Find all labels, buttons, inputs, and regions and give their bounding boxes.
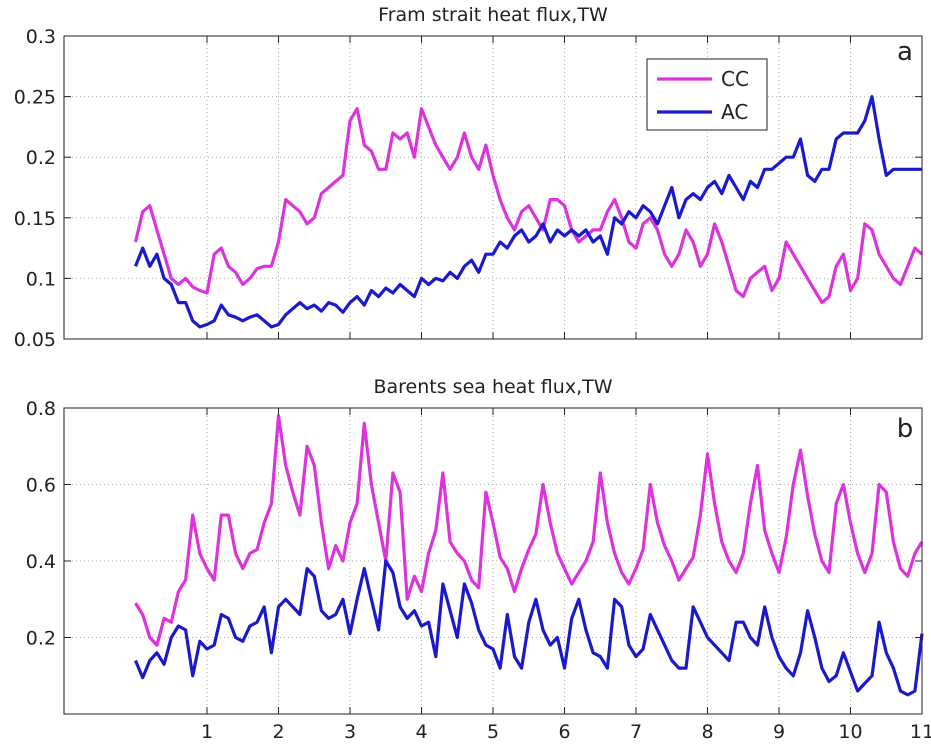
x-tick-label: 3 (344, 721, 356, 743)
y-tick-label: 0.2 (26, 628, 56, 650)
series-line-cc (134, 414, 924, 647)
x-tick-label: 11 (910, 721, 931, 743)
x-tick-label: 2 (272, 721, 284, 743)
legend-label-cc: CC (721, 67, 749, 91)
x-tick-label: 5 (487, 721, 499, 743)
x-tick-label: 9 (773, 721, 785, 743)
y-tick-label: 0.3 (26, 26, 56, 48)
x-tick-label: 4 (415, 721, 427, 743)
series-line-ac (134, 94, 922, 329)
panel-a: 0.05 0.1 0.15 0.2 0.25 0.3 Fram strait heat fl… (14, 4, 924, 351)
series-line-cc (133, 107, 924, 305)
x-tick-label: 6 (558, 721, 570, 743)
legend-box (646, 58, 768, 131)
y-tick-label: 0.15 (14, 208, 56, 230)
x-tick-label: 8 (701, 721, 713, 743)
panel-b: 1 2 3 4 5 6 7 8 9 10 11 0.2 0.4 0.6 0.8 Barents sea hea… (26, 376, 931, 743)
chart-title: Fram strait heat flux,TW (378, 4, 608, 26)
y-tick-label: 0.25 (14, 87, 56, 109)
panel-label: a (897, 37, 913, 67)
x-tick-label: 7 (630, 721, 642, 743)
y-tick-label: 0.2 (26, 147, 56, 169)
y-tick-label: 0.1 (26, 268, 56, 290)
y-tick-label: 0.4 (26, 551, 56, 573)
legend: CC AC (646, 58, 768, 131)
panel-label: b (897, 414, 914, 444)
y-tick-label: 0.6 (26, 475, 56, 497)
y-tick-label: 0.8 (26, 398, 56, 420)
x-tick-label: 10 (838, 721, 862, 743)
chart-title: Barents sea heat flux,TW (373, 376, 612, 398)
y-tick-label: 0.05 (14, 329, 56, 351)
series-line-ac (134, 559, 924, 697)
x-tick-label: 1 (201, 721, 213, 743)
legend-label-ac: AC (721, 100, 748, 124)
